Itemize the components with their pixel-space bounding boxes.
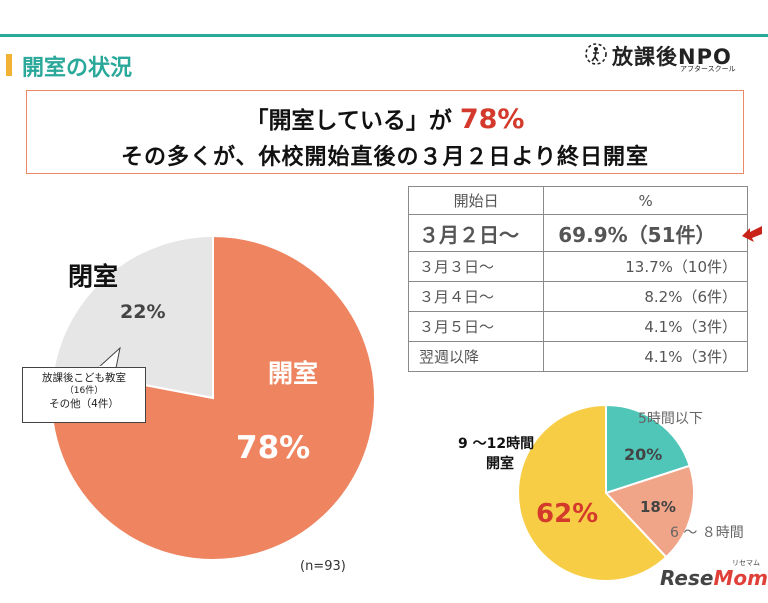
table-cell-date: ３月４日〜 bbox=[407, 281, 545, 312]
sample-size-note: (n=93) bbox=[300, 559, 346, 574]
table-header-row: 開始日 % bbox=[407, 186, 748, 215]
logo-subtext: アフタースクール bbox=[680, 65, 736, 73]
pie1-closed-pct: 22% bbox=[120, 301, 165, 323]
page-title: 開室の状況 bbox=[22, 56, 133, 81]
pie1-open-name: 開室 bbox=[268, 359, 318, 388]
open-status-pie bbox=[50, 234, 376, 561]
table-cell-date: ３月３日〜 bbox=[407, 251, 545, 282]
start-date-table: 開始日 % ３月２日〜 69.9%（51件） ３月３日〜 13.7%（10件） … bbox=[407, 186, 748, 372]
table-row: ３月２日〜 69.9%（51件） bbox=[407, 214, 748, 252]
hours-pie bbox=[517, 403, 695, 582]
pie2-slice-under5h bbox=[605, 403, 691, 495]
table-row: 翌週以降 4.1%（3件） bbox=[407, 341, 748, 372]
closed-breakdown-callout: 放課後こども教室 （16件） その他（4件） bbox=[22, 367, 146, 423]
pie2-label-6to8h: 6 〜 ８時間 bbox=[670, 525, 744, 541]
table-header-pct: % bbox=[543, 186, 748, 215]
table-header-date: 開始日 bbox=[407, 186, 545, 215]
table-cell-pct: 69.9%（51件） bbox=[543, 214, 748, 252]
headline-line1-text: 「開室している」が bbox=[245, 108, 452, 134]
watermark-text-a: Rese bbox=[660, 566, 714, 590]
title-accent-bar bbox=[6, 54, 12, 76]
pie2-pct-9to12h: 62% bbox=[536, 499, 598, 529]
logo-text: 放課後NPO bbox=[612, 45, 732, 69]
table-cell-date: ３月２日〜 bbox=[407, 214, 545, 252]
table-cell-pct: 4.1%（3件） bbox=[543, 311, 748, 342]
pie2-slice-9to12h bbox=[517, 403, 668, 582]
pie1-slice-closed bbox=[52, 234, 214, 400]
brand-logo: 放課後NPO アフタースクール bbox=[584, 40, 759, 73]
header-rule bbox=[0, 34, 768, 37]
table-row: ３月５日〜 4.1%（3件） bbox=[407, 311, 748, 342]
headline-box: 「開室している」が 78% その多くが、休校開始直後の３月２日より終日開室 bbox=[26, 90, 744, 174]
chart-labels: 閉室 22% 開室 78% (n=93) 5時間以下 20% 18% 6 〜 ８… bbox=[68, 262, 744, 574]
pie2-label-under5h: 5時間以下 bbox=[638, 411, 703, 427]
pie2-label-9to12h-1: 9 〜12時間 bbox=[458, 435, 534, 452]
pie2-pct-under5h: 20% bbox=[624, 445, 662, 464]
watermark-text-b: Mom bbox=[713, 566, 768, 590]
pie1-closed-name: 閉室 bbox=[68, 262, 118, 291]
table-cell-pct: 4.1%（3件） bbox=[543, 341, 748, 372]
headline-line1: 「開室している」が 78% bbox=[27, 101, 743, 135]
resemom-watermark: ReseMom bbox=[660, 566, 768, 590]
pie1-open-pct: 78% bbox=[236, 430, 310, 466]
callout-tail bbox=[97, 347, 121, 369]
watermark-ruby: リセマム bbox=[732, 559, 760, 567]
table-cell-pct: 13.7%（10件） bbox=[543, 251, 748, 282]
table-cell-date: 翌週以降 bbox=[407, 341, 545, 372]
table-row: ３月４日〜 8.2%（6件） bbox=[407, 281, 748, 312]
callout-line2: （16件） bbox=[64, 386, 104, 396]
pie2-slice-6to8h bbox=[604, 464, 695, 559]
callout-line1: 放課後こども教室 bbox=[42, 372, 126, 384]
person-icon bbox=[585, 43, 607, 65]
table-row: ３月３日〜 13.7%（10件） bbox=[407, 251, 748, 282]
pie2-pct-6to8h: 18% bbox=[640, 498, 676, 516]
table-cell-pct: 8.2%（6件） bbox=[543, 281, 748, 312]
headline-percent: 78% bbox=[459, 104, 525, 135]
highlight-arrow-icon bbox=[742, 226, 762, 242]
callout-line3: その他（4件） bbox=[49, 398, 119, 410]
pie2-label-9to12h-2: 開室 bbox=[486, 455, 514, 472]
headline-line2: その多くが、休校開始直後の３月２日より終日開室 bbox=[120, 145, 650, 170]
table-cell-date: ３月５日〜 bbox=[407, 311, 545, 342]
